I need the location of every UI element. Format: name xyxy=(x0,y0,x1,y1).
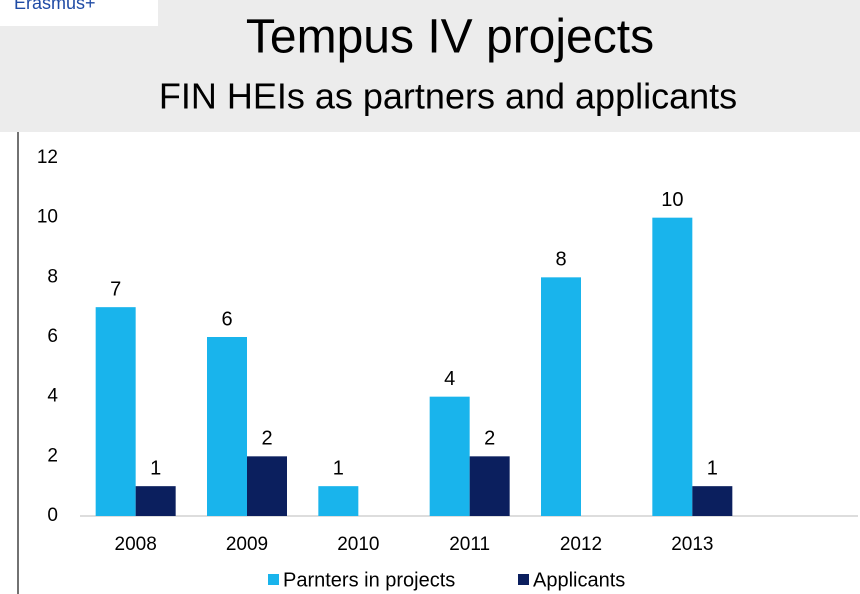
y-tick-label: 2 xyxy=(47,445,58,466)
y-tick-label: 0 xyxy=(47,505,58,526)
x-tick-label: 2010 xyxy=(337,534,379,555)
bar xyxy=(135,486,176,516)
y-tick-label: 4 xyxy=(47,386,58,407)
x-tick-label: 2009 xyxy=(226,534,268,555)
data-label: 10 xyxy=(661,189,683,211)
bar xyxy=(692,486,733,516)
legend-label: Parnters in projects xyxy=(283,569,455,591)
data-label: 2 xyxy=(261,428,272,450)
data-label: 8 xyxy=(555,249,566,271)
y-tick-label: 12 xyxy=(37,147,58,168)
chart-title: Tempus IV projects xyxy=(246,11,654,64)
data-label: 6 xyxy=(221,308,232,330)
bar xyxy=(429,396,470,516)
bar xyxy=(95,307,136,516)
y-tick-label: 8 xyxy=(47,266,58,287)
bar xyxy=(207,337,247,516)
logo: Erasmus+ xyxy=(14,0,96,13)
y-tick-label: 6 xyxy=(47,326,58,347)
bar xyxy=(652,217,693,516)
logo-box xyxy=(0,0,158,26)
legend-swatch xyxy=(268,574,279,585)
data-label: 1 xyxy=(150,457,161,479)
bar xyxy=(541,277,581,516)
data-label: 7 xyxy=(110,278,121,300)
x-tick-label: 2012 xyxy=(560,534,602,555)
bar xyxy=(318,486,359,516)
bar xyxy=(469,456,510,516)
x-tick-label: 2013 xyxy=(671,534,713,555)
legend-swatch xyxy=(518,574,529,585)
chart-subtitle: FIN HEIs as partners and applicants xyxy=(159,76,737,117)
x-tick-label: 2011 xyxy=(449,534,490,555)
data-label: 4 xyxy=(444,368,455,390)
data-label: 2 xyxy=(484,428,495,450)
legend-label: Applicants xyxy=(533,569,625,591)
data-label: 1 xyxy=(707,457,718,479)
data-label: 1 xyxy=(333,457,344,479)
y-tick-label: 10 xyxy=(37,207,58,228)
bar xyxy=(247,456,287,516)
x-tick-label: 2008 xyxy=(115,534,157,555)
